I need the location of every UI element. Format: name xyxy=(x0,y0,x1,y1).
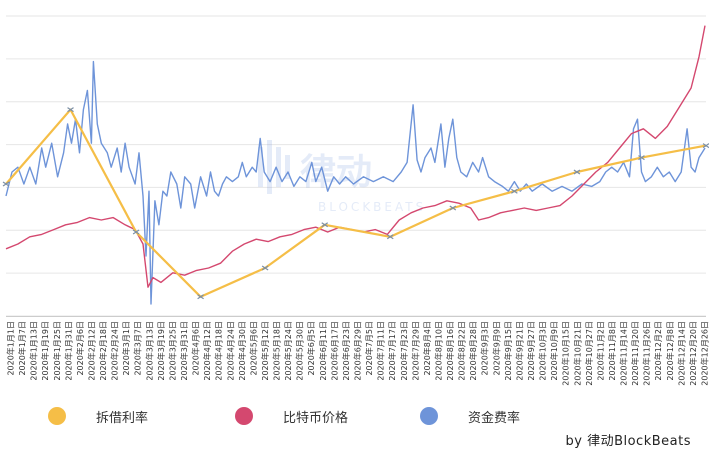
data-point-rate xyxy=(2,181,10,187)
x-tick-label: 2020年2月24日 xyxy=(110,321,120,381)
x-tick-label: 2020年5月18日 xyxy=(272,321,282,381)
watermark: 律动 BLOCKBEATS xyxy=(258,140,426,214)
x-tick-label: 2020年10月15日 xyxy=(561,321,571,386)
watermark-subtext: BLOCKBEATS xyxy=(318,200,426,214)
x-tick-label: 2020年8月10日 xyxy=(434,321,444,381)
data-point-rate xyxy=(386,234,394,240)
x-tick-label: 2020年9月3日 xyxy=(480,321,490,376)
x-tick-label: 2020年2月6日 xyxy=(75,321,85,376)
series-line-funding xyxy=(5,60,706,305)
x-tick-label: 2020年1月13日 xyxy=(29,321,39,381)
x-tick-label: 2020年3月25日 xyxy=(167,321,177,381)
x-tick-label: 2020年11月20日 xyxy=(630,321,640,386)
x-tick-label: 2020年3月31日 xyxy=(179,321,189,381)
x-tick-label: 2020年2月12日 xyxy=(87,321,97,381)
x-tick-label: 2020年9月21日 xyxy=(514,321,524,381)
x-tick-label: 2020年3月19日 xyxy=(156,321,166,381)
x-tick-label: 2020年1月19日 xyxy=(40,321,50,381)
data-point-rate xyxy=(511,188,518,194)
x-tick-label: 2020年9月9日 xyxy=(491,321,501,376)
x-tick-label: 2020年1月1日 xyxy=(6,321,16,376)
legend-rate-label: 拆借利率 xyxy=(96,410,149,426)
x-tick-label: 2020年4月12日 xyxy=(202,321,212,381)
credit-text: by 律动BlockBeats xyxy=(565,434,691,449)
x-tick-label: 2020年7月11日 xyxy=(376,321,386,381)
data-point-rate xyxy=(702,143,709,149)
x-tick-label: 2020年7月29日 xyxy=(410,321,420,381)
x-tick-label: 2020年8月16日 xyxy=(445,321,455,381)
legend-item-btc: 比特币价格 xyxy=(235,404,348,428)
x-tick-label: 2020年10月27日 xyxy=(584,321,594,386)
x-tick-label: 2020年12月8日 xyxy=(665,321,675,381)
x-tick-label: 2020年1月7日 xyxy=(17,321,27,376)
x-tick-label: 2020年2月18日 xyxy=(98,321,108,381)
x-tick-label: 2020年4月6日 xyxy=(191,321,201,376)
x-tick-label: 2020年3月7日 xyxy=(133,321,143,376)
x-tick-label: 2020年8月22日 xyxy=(457,321,467,381)
x-tick-label: 2020年11月2日 xyxy=(595,321,605,381)
x-tick-label: 2020年3月1日 xyxy=(121,321,131,376)
x-tick-label: 2020年9月15日 xyxy=(503,321,513,381)
legend-btc-icon xyxy=(235,407,253,425)
legend-btc-label: 比特币价格 xyxy=(283,410,349,426)
x-tick-label: 2020年5月12日 xyxy=(260,321,270,381)
x-tick-label: 2020年5月30日 xyxy=(295,321,305,381)
x-tick-label: 2020年1月25日 xyxy=(52,321,62,381)
data-point-rate xyxy=(67,107,74,113)
legend-funding-label: 资金费率 xyxy=(468,410,521,426)
x-tick-label: 2020年7月23日 xyxy=(399,321,409,381)
x-tick-label: 2020年6月29日 xyxy=(353,321,363,381)
x-tick-label: 2020年12月2日 xyxy=(653,321,663,381)
data-point-rate xyxy=(321,222,329,228)
x-tick-label: 2020年11月14日 xyxy=(619,321,629,386)
x-tick-label: 2020年9月27日 xyxy=(526,321,536,381)
legend-item-rate: 拆借利率 xyxy=(48,404,148,428)
x-tick-label: 2020年4月24日 xyxy=(225,321,235,381)
x-tick-label: 2020年12月26日 xyxy=(700,321,709,386)
series-line-rate xyxy=(5,108,707,298)
x-tick-label: 2020年4月30日 xyxy=(237,321,247,381)
x-tick-label: 2020年6月23日 xyxy=(341,321,351,381)
data-point-rate xyxy=(261,265,269,271)
data-point-rate xyxy=(197,294,204,300)
x-axis-ticks: 2020年1月1日 2020年1月7日 2020年1月13日 2020年1月19日 20… xyxy=(6,321,709,386)
x-tick-label: 2020年12月20日 xyxy=(688,321,698,386)
data-point-rate xyxy=(638,155,645,161)
x-tick-label: 2020年8月28日 xyxy=(468,321,478,381)
x-tick-label: 2020年10月9日 xyxy=(549,321,559,381)
x-tick-label: 2020年7月5日 xyxy=(364,321,374,376)
x-tick-label: 2020年6月5日 xyxy=(306,321,316,376)
x-tick-label: 2020年12月14日 xyxy=(676,321,686,386)
x-tick-label: 2020年10月3日 xyxy=(538,321,548,381)
data-point-rate xyxy=(132,229,140,235)
watermark-text: 律动 xyxy=(300,152,372,193)
watermark-logo-icon xyxy=(258,140,290,194)
series-layer xyxy=(2,25,709,305)
series-funding xyxy=(5,60,706,305)
x-tick-label: 2020年7月17日 xyxy=(387,321,397,381)
x-tick-label: 2020年8月4日 xyxy=(422,321,432,376)
gridlines xyxy=(6,15,706,317)
data-point-rate xyxy=(449,205,457,211)
x-tick-label: 2020年6月17日 xyxy=(329,321,339,381)
x-tick-label: 2020年5月6日 xyxy=(248,321,258,376)
legend-funding-icon xyxy=(420,407,438,425)
series-rate xyxy=(2,107,709,300)
legend-rate-icon xyxy=(48,407,66,425)
x-tick-label: 2020年4月18日 xyxy=(214,321,224,381)
x-tick-label: 2020年3月13日 xyxy=(144,321,154,381)
x-tick-label: 2020年11月26日 xyxy=(642,321,652,386)
data-point-rate xyxy=(573,169,581,175)
x-tick-label: 2020年6月11日 xyxy=(318,321,328,381)
x-tick-label: 2020年11月8日 xyxy=(607,321,617,381)
x-tick-label: 2020年5月24日 xyxy=(283,321,293,381)
legend-item-funding: 资金费率 xyxy=(420,404,520,428)
x-tick-label: 2020年10月21日 xyxy=(572,321,582,386)
x-tick-label: 2020年1月31日 xyxy=(63,321,73,381)
